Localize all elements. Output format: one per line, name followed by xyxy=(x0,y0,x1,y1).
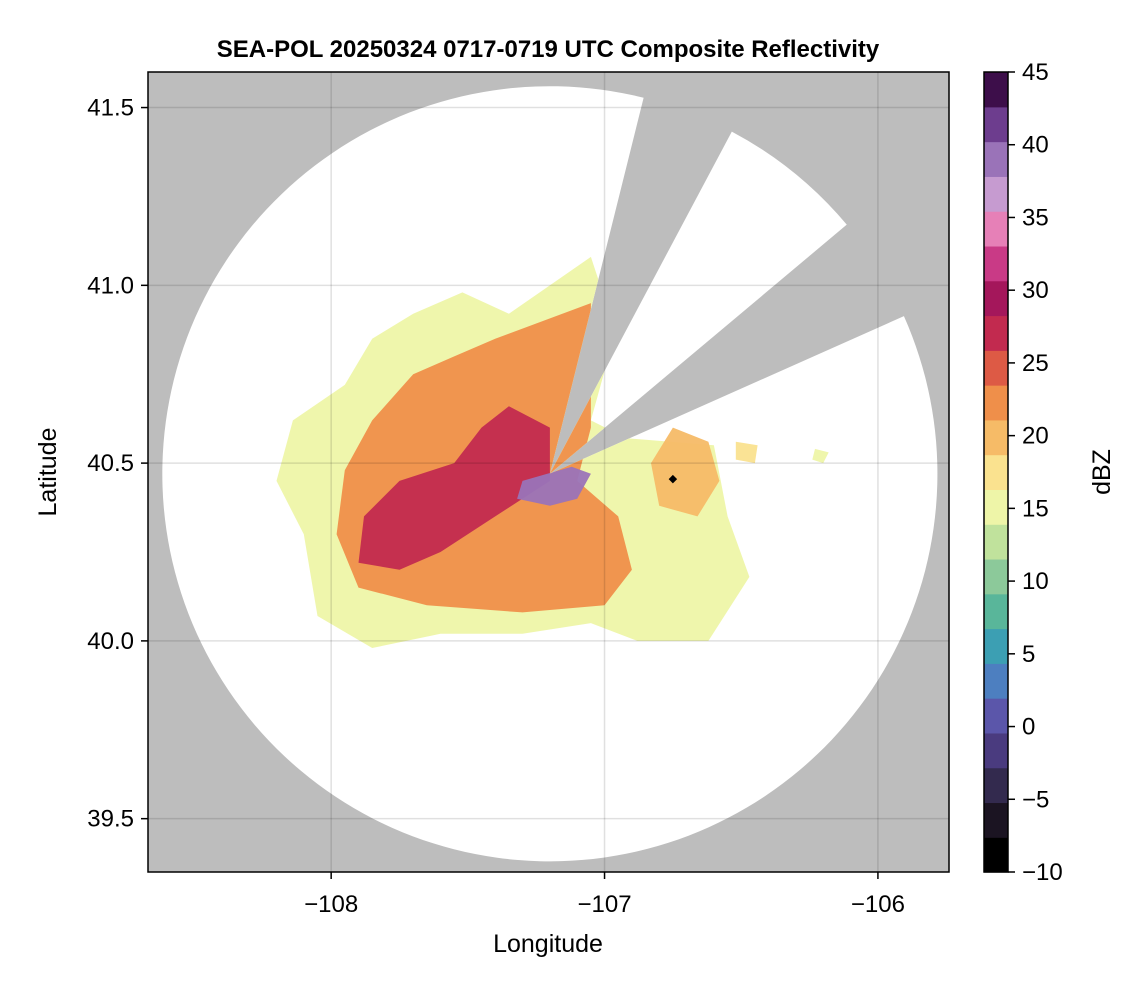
colorbar-tick-label: −10 xyxy=(1022,859,1063,886)
grid-lines xyxy=(148,72,949,872)
colorbar-segment xyxy=(984,141,1008,177)
colorbar-tick-label: 10 xyxy=(1022,568,1049,595)
colorbar-segment xyxy=(984,628,1008,664)
colorbar-segment xyxy=(984,245,1008,282)
colorbar-segment xyxy=(984,350,1008,386)
colorbar-frame xyxy=(983,71,1009,873)
colorbar-segment xyxy=(984,385,1008,421)
colorbar-tick-label: −5 xyxy=(1022,786,1049,813)
colorbar-segment xyxy=(984,732,1008,769)
colorbar-segment xyxy=(984,280,1008,317)
colorbar-tick-label: 30 xyxy=(1022,277,1049,304)
echo-region-strong-echo xyxy=(358,406,550,570)
colorbar-segment xyxy=(984,558,1008,595)
colorbar-segment xyxy=(984,663,1008,699)
colorbar-segment xyxy=(984,454,1008,490)
plot-frame xyxy=(147,71,950,873)
colorbar-tick-label: 40 xyxy=(1022,132,1049,159)
colorbar-segment xyxy=(984,176,1008,212)
y-tick-label: 39.5 xyxy=(87,806,134,833)
echo-region-cell-east-1 xyxy=(735,441,758,464)
colorbar-segment xyxy=(984,593,1008,630)
y-axis-label: Latitude xyxy=(34,428,62,517)
x-tick-label: −108 xyxy=(304,891,358,918)
colorbar-tick-label: 45 xyxy=(1022,59,1049,86)
x-tick-label: −107 xyxy=(578,891,632,918)
colorbar-segment xyxy=(984,419,1008,456)
colorbar-tick-label: 35 xyxy=(1022,204,1049,231)
colorbar-segment xyxy=(984,837,1008,873)
colorbar-tick-label: 25 xyxy=(1022,350,1049,377)
colorbar-segment xyxy=(984,315,1008,351)
colorbar-tick-label: 20 xyxy=(1022,423,1049,450)
echo-layer xyxy=(276,256,829,648)
chart-title: SEA-POL 20250324 0717-0719 UTC Composite… xyxy=(217,36,880,63)
y-tick-label: 41.0 xyxy=(87,272,134,299)
colorbar-segment xyxy=(984,72,1008,108)
colorbar xyxy=(983,71,1009,873)
x-axis-label: Longitude xyxy=(493,930,603,958)
x-axis: −108 −107 −106 xyxy=(304,872,905,918)
y-tick-label: 40.0 xyxy=(87,628,134,655)
colorbar-label: dBZ xyxy=(1088,449,1116,495)
colorbar-segment xyxy=(984,802,1008,838)
colorbar-segment xyxy=(984,211,1008,247)
colorbar-segment xyxy=(984,489,1008,525)
colorbar-segment xyxy=(984,767,1008,804)
colorbar-segment xyxy=(984,106,1008,143)
y-tick-label: 41.5 xyxy=(87,95,134,122)
plot-area xyxy=(148,72,949,872)
y-tick-label: 40.5 xyxy=(87,450,134,477)
echo-region-core-echo xyxy=(517,466,591,506)
colorbar-tick-label: 5 xyxy=(1022,641,1035,668)
colorbar-segment xyxy=(984,698,1008,734)
location-marker xyxy=(668,474,678,484)
colorbar-ticks: −10 −5 0 5 10 15 20 25 30 35 40 45 xyxy=(1008,59,1063,886)
echo-region-cell-east-2 xyxy=(812,448,829,464)
y-axis: 39.5 40.0 40.5 41.0 41.5 xyxy=(87,95,148,833)
x-tick-label: −106 xyxy=(851,891,905,918)
echo-region-east-echo xyxy=(651,427,720,517)
colorbar-tick-label: 0 xyxy=(1022,714,1035,741)
colorbar-tick-label: 15 xyxy=(1022,495,1049,522)
colorbar-segment xyxy=(984,524,1008,560)
